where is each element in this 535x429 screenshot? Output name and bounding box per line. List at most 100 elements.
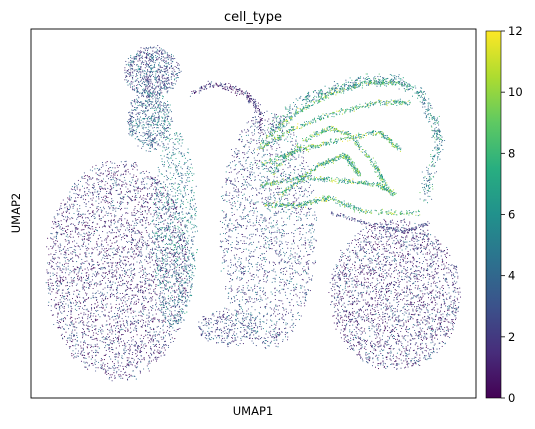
data-point — [148, 370, 150, 372]
data-point — [64, 318, 67, 320]
data-point — [139, 350, 141, 352]
data-point — [100, 251, 102, 253]
data-point — [78, 215, 80, 218]
data-point — [190, 163, 192, 165]
data-point — [60, 244, 62, 246]
data-point — [151, 47, 153, 49]
data-point — [119, 261, 122, 263]
data-point — [143, 305, 145, 307]
data-point — [123, 325, 125, 327]
data-point — [134, 100, 136, 102]
data-point — [80, 347, 82, 349]
data-point — [172, 55, 175, 57]
data-point — [115, 241, 117, 243]
data-point — [161, 307, 163, 309]
data-point — [146, 55, 148, 57]
data-point — [67, 288, 69, 291]
data-point — [161, 82, 163, 84]
data-point — [68, 212, 70, 214]
data-point — [59, 227, 61, 229]
data-point — [162, 70, 164, 73]
data-point — [161, 49, 163, 51]
data-point — [123, 350, 125, 352]
data-point — [67, 288, 70, 290]
data-point — [110, 286, 112, 288]
data-point — [99, 307, 101, 309]
data-point — [137, 211, 139, 213]
data-point — [89, 281, 91, 283]
data-point — [148, 193, 150, 195]
data-point — [117, 229, 119, 231]
data-point — [155, 100, 157, 102]
data-point — [162, 254, 164, 256]
data-point — [128, 75, 131, 77]
data-point — [157, 144, 159, 146]
data-point — [123, 247, 125, 249]
data-point — [155, 356, 157, 358]
data-point — [64, 204, 66, 206]
data-point — [148, 321, 150, 323]
data-point — [163, 74, 165, 76]
data-point — [165, 310, 167, 312]
data-point — [107, 344, 109, 346]
data-point — [71, 253, 73, 255]
data-point — [159, 134, 161, 136]
data-point — [149, 55, 151, 57]
data-point — [115, 327, 117, 329]
data-point — [172, 201, 174, 203]
data-point — [134, 231, 136, 233]
data-point — [140, 71, 142, 73]
data-point — [154, 317, 156, 319]
data-point — [149, 79, 151, 81]
data-point — [154, 334, 157, 336]
data-point — [116, 240, 118, 242]
data-point — [131, 212, 133, 214]
data-point — [91, 260, 93, 262]
data-point — [61, 333, 63, 335]
data-point — [127, 281, 129, 283]
data-point — [52, 221, 54, 223]
data-point — [170, 87, 172, 89]
data-point — [140, 85, 143, 87]
data-point — [135, 355, 137, 358]
data-point — [162, 87, 164, 89]
data-point — [113, 237, 115, 239]
data-point — [66, 295, 68, 297]
data-point — [143, 336, 145, 338]
data-point — [134, 193, 136, 195]
data-point — [141, 55, 143, 57]
data-point — [131, 77, 133, 79]
data-point — [85, 251, 87, 253]
data-point — [88, 178, 90, 180]
data-point — [151, 138, 154, 140]
data-point — [181, 249, 183, 251]
data-point — [77, 344, 79, 346]
data-point — [51, 248, 53, 250]
data-point — [132, 227, 134, 229]
data-point — [158, 352, 161, 354]
data-point — [75, 229, 77, 231]
data-point — [172, 315, 175, 317]
data-point — [133, 287, 135, 289]
data-point — [133, 57, 135, 59]
data-point — [62, 320, 65, 323]
data-point — [145, 122, 147, 124]
data-point — [71, 341, 73, 343]
data-point — [147, 253, 149, 255]
data-point — [111, 343, 114, 345]
data-point — [169, 138, 171, 140]
data-point — [132, 200, 134, 202]
data-point — [135, 72, 138, 75]
data-point — [75, 254, 77, 256]
data-point — [115, 215, 117, 217]
data-point — [101, 181, 103, 183]
data-point — [124, 229, 127, 231]
data-point — [162, 96, 164, 98]
data-point — [163, 113, 165, 115]
data-point — [170, 333, 172, 335]
data-point — [105, 211, 107, 213]
data-point — [54, 218, 56, 220]
data-point — [90, 318, 92, 320]
data-point — [127, 72, 129, 75]
data-point — [171, 305, 173, 307]
